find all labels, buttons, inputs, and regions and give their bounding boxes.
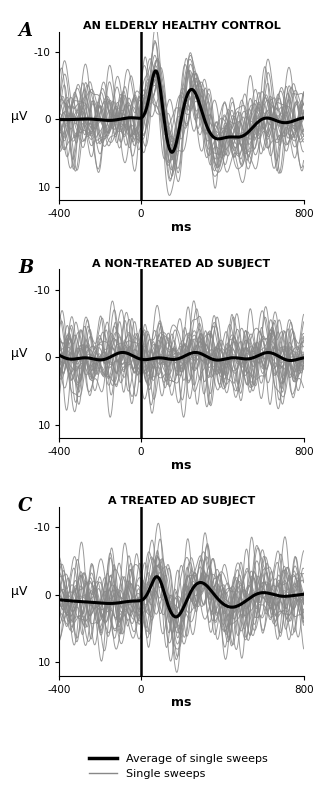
Legend: Average of single sweeps, Single sweeps: Average of single sweeps, Single sweeps	[85, 750, 272, 784]
Title: A NON-TREATED AD SUBJECT: A NON-TREATED AD SUBJECT	[92, 259, 271, 268]
Text: C: C	[18, 497, 32, 515]
Y-axis label: μV: μV	[12, 585, 28, 598]
Title: A TREATED AD SUBJECT: A TREATED AD SUBJECT	[108, 496, 255, 507]
X-axis label: ms: ms	[171, 221, 192, 233]
Y-axis label: μV: μV	[12, 110, 28, 122]
Text: A: A	[18, 21, 32, 40]
X-axis label: ms: ms	[171, 458, 192, 472]
X-axis label: ms: ms	[171, 696, 192, 709]
Y-axis label: μV: μV	[12, 347, 28, 360]
Text: B: B	[18, 260, 33, 277]
Title: AN ELDERLY HEALTHY CONTROL: AN ELDERLY HEALTHY CONTROL	[83, 21, 280, 31]
